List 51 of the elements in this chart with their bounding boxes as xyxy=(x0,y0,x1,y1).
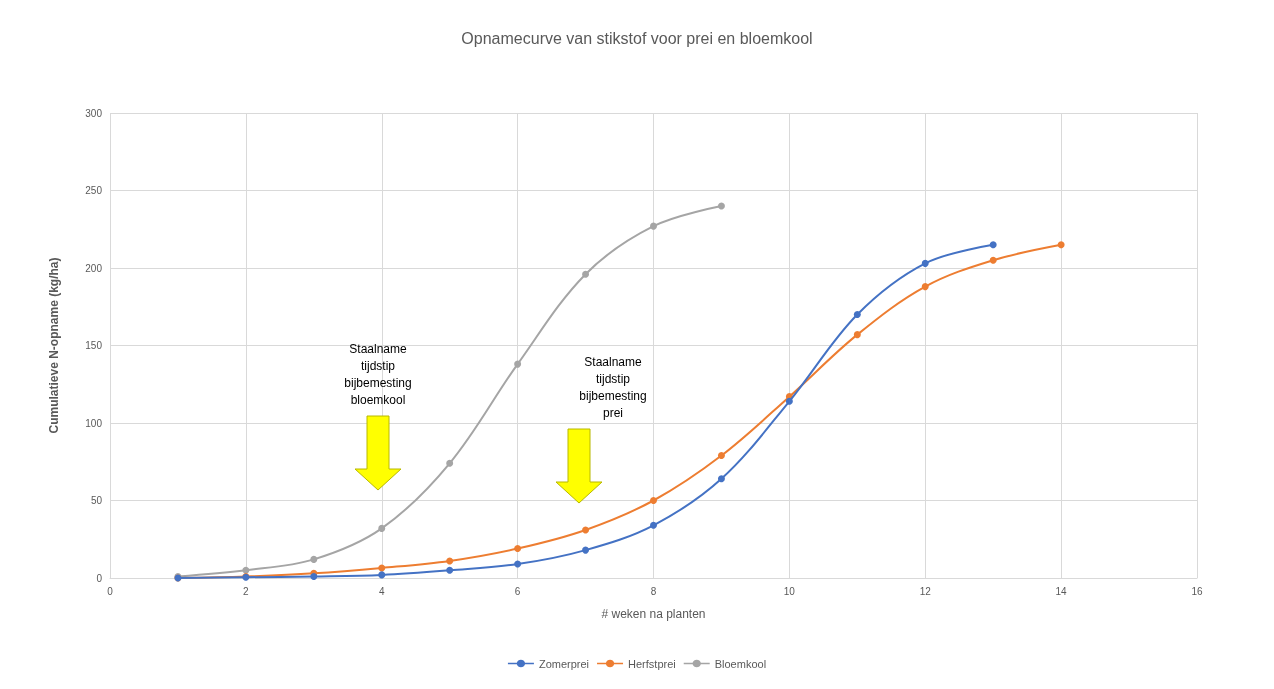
x-tick-label: 4 xyxy=(378,585,385,597)
point xyxy=(650,521,657,529)
y-tick-label: 50 xyxy=(90,495,103,506)
chart-title: Opnamecurve van stikstof voor prei en bloemkool xyxy=(461,29,813,47)
point xyxy=(717,452,725,460)
x-tick-label: 12 xyxy=(919,585,932,597)
annotation: Staalname tijdstip bijbemesting prei xyxy=(578,354,648,422)
point xyxy=(785,397,793,405)
point xyxy=(717,202,725,210)
annotation: Staalname tijdstip bijbemesting bloemkool xyxy=(343,341,413,409)
point xyxy=(717,475,725,483)
point xyxy=(853,311,861,318)
point xyxy=(310,555,318,563)
point xyxy=(378,571,386,579)
x-tick-label: 16 xyxy=(1191,585,1203,597)
point xyxy=(1057,241,1065,249)
y-tick-label: 250 xyxy=(85,185,103,196)
point xyxy=(853,331,861,339)
y-tick-label: 100 xyxy=(85,417,103,429)
legend-label: Zomerprei xyxy=(538,657,590,670)
point xyxy=(582,526,590,534)
y-tick-label: 300 xyxy=(85,107,103,119)
point xyxy=(582,546,590,554)
x-axis-title: # weken na planten xyxy=(601,607,706,621)
point xyxy=(650,497,657,504)
point xyxy=(514,360,522,368)
point xyxy=(650,222,657,230)
y-tick-label: 0 xyxy=(96,572,103,584)
legend-label: Herfstprei xyxy=(628,657,676,670)
x-tick-label: 14 xyxy=(1055,585,1068,597)
y-tick-label: 150 xyxy=(85,340,103,351)
x-tick-label: 10 xyxy=(783,585,796,597)
point xyxy=(446,459,454,467)
x-tick-label: 6 xyxy=(514,585,521,597)
point xyxy=(921,259,929,267)
point xyxy=(514,545,522,553)
point xyxy=(989,241,997,249)
y-axis-title: Cumulatieve N-opname (kg/ha) xyxy=(47,257,61,434)
point xyxy=(921,283,929,291)
point xyxy=(446,557,454,565)
point xyxy=(989,256,997,264)
point xyxy=(446,566,454,574)
point xyxy=(514,560,522,568)
point xyxy=(582,270,590,278)
point xyxy=(378,524,386,532)
x-tick-label: 0 xyxy=(107,585,114,597)
x-tick-label: 2 xyxy=(243,585,250,597)
x-tick-label: 8 xyxy=(650,585,657,597)
y-tick-label: 200 xyxy=(85,262,103,274)
legend-label: Bloemkool xyxy=(714,657,767,670)
point xyxy=(378,564,386,572)
